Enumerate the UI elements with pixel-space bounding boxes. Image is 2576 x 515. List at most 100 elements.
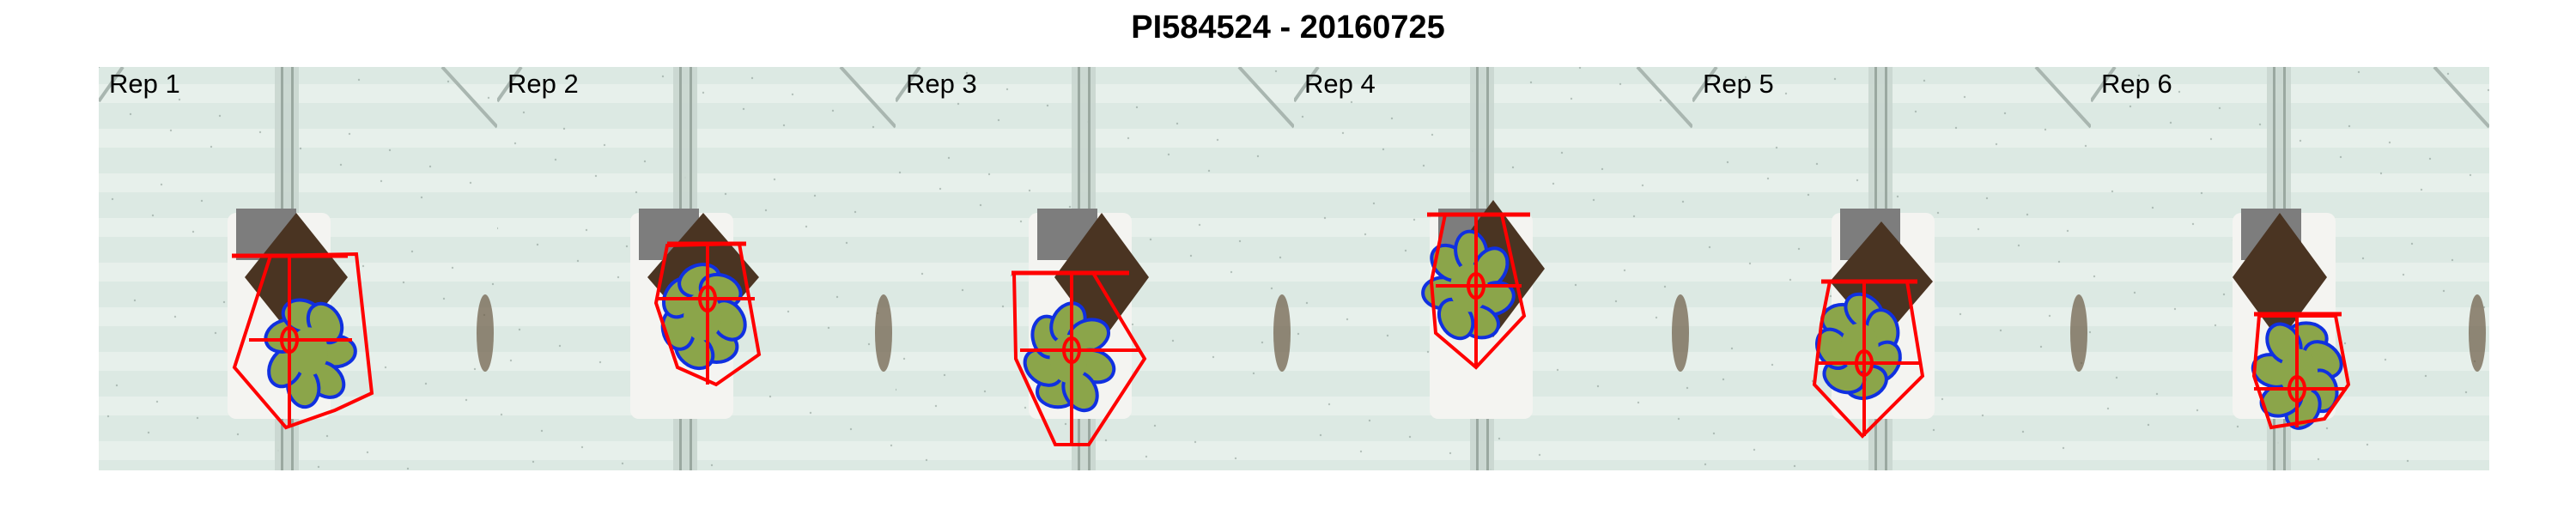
speck <box>2446 72 2450 76</box>
speck <box>1959 312 1962 316</box>
frame-line <box>896 67 921 103</box>
speck <box>2084 144 2087 148</box>
speck <box>1449 451 1452 455</box>
speck <box>366 451 369 454</box>
speck <box>1511 166 1515 169</box>
speck <box>854 210 857 214</box>
speck <box>2487 88 2489 92</box>
speck <box>603 143 606 147</box>
speck <box>845 241 848 245</box>
speck <box>1064 422 1067 426</box>
speck <box>1560 151 1564 154</box>
rep-label: Rep 4 <box>1304 69 1376 99</box>
speck <box>1686 386 1689 390</box>
speck <box>898 171 902 174</box>
speck <box>1198 223 1201 227</box>
speck <box>1596 385 1600 388</box>
speck <box>1529 81 1533 84</box>
speck <box>2464 391 2468 394</box>
speck <box>1896 195 1899 198</box>
speck <box>2428 157 2432 161</box>
speck <box>420 196 423 199</box>
speck <box>1932 428 1935 432</box>
speck <box>791 93 794 96</box>
speck <box>155 400 159 403</box>
speck <box>872 125 875 129</box>
speck <box>554 158 557 161</box>
speck <box>1024 406 1027 409</box>
speck <box>805 225 808 228</box>
speck <box>558 344 562 348</box>
rep-label: Rep 5 <box>1703 69 1774 99</box>
speck <box>196 416 199 420</box>
speck <box>724 192 727 196</box>
speck <box>594 174 598 178</box>
speck <box>849 427 853 431</box>
speck <box>2384 358 2387 361</box>
speck <box>1632 215 1636 218</box>
speck <box>957 102 960 106</box>
speck <box>1637 401 1640 404</box>
rep-panel-4: Rep 4 <box>1294 67 1692 470</box>
speck <box>451 266 454 270</box>
speck <box>111 197 114 201</box>
speck <box>2129 105 2132 108</box>
speck <box>1019 220 1023 223</box>
speck <box>380 179 383 183</box>
frame-line <box>1294 67 1320 103</box>
panel-row: Rep 1 Rep 2 Rep 3 Rep 4 Rep 5 Rep 6 <box>99 67 2489 470</box>
rep-label: Rep 2 <box>507 69 579 99</box>
speck <box>598 360 602 364</box>
speck <box>2151 206 2154 209</box>
speck <box>1538 453 1541 457</box>
speck <box>509 359 513 362</box>
speck <box>1408 435 1412 439</box>
speck <box>1167 153 1170 156</box>
frame-line <box>99 67 125 103</box>
speck <box>178 98 181 101</box>
speck <box>1189 254 1193 258</box>
speck <box>764 209 768 212</box>
speck <box>1601 167 1604 171</box>
speck <box>1274 70 1278 73</box>
speck <box>902 357 906 360</box>
speck <box>151 214 155 217</box>
rep-panel-5: Rep 5 <box>1692 67 2091 470</box>
speck <box>1775 146 1778 149</box>
speck <box>1570 97 1573 100</box>
rep-panel-1: Rep 1 <box>99 67 497 470</box>
speck <box>1046 104 1049 107</box>
speck <box>1712 432 1716 435</box>
speck <box>2066 229 2069 233</box>
speck <box>1297 332 1300 336</box>
speck <box>2039 345 2043 348</box>
speck <box>835 295 839 299</box>
frame-line <box>497 67 523 103</box>
speck <box>2299 139 2302 142</box>
speck <box>1655 316 1658 319</box>
speck <box>1797 247 1801 251</box>
speck <box>1995 142 1998 146</box>
speck <box>1327 403 1331 406</box>
speck <box>661 75 665 78</box>
speck <box>200 199 204 203</box>
speck <box>1793 464 1796 468</box>
speck <box>621 462 624 465</box>
speck <box>920 272 924 276</box>
speck <box>2137 74 2141 77</box>
speck <box>2348 124 2351 128</box>
speck <box>1623 269 1626 272</box>
speck <box>2361 257 2365 260</box>
speck <box>214 331 217 335</box>
frame-line <box>440 67 497 129</box>
speck <box>1431 133 1434 136</box>
speck <box>99 67 100 69</box>
speck <box>357 78 361 82</box>
frame-line <box>1237 67 1294 129</box>
debris <box>875 294 892 372</box>
speck <box>769 395 772 398</box>
speck <box>617 276 620 279</box>
speck <box>2469 173 2472 177</box>
speck <box>2003 112 2007 115</box>
speck <box>1153 424 1157 427</box>
